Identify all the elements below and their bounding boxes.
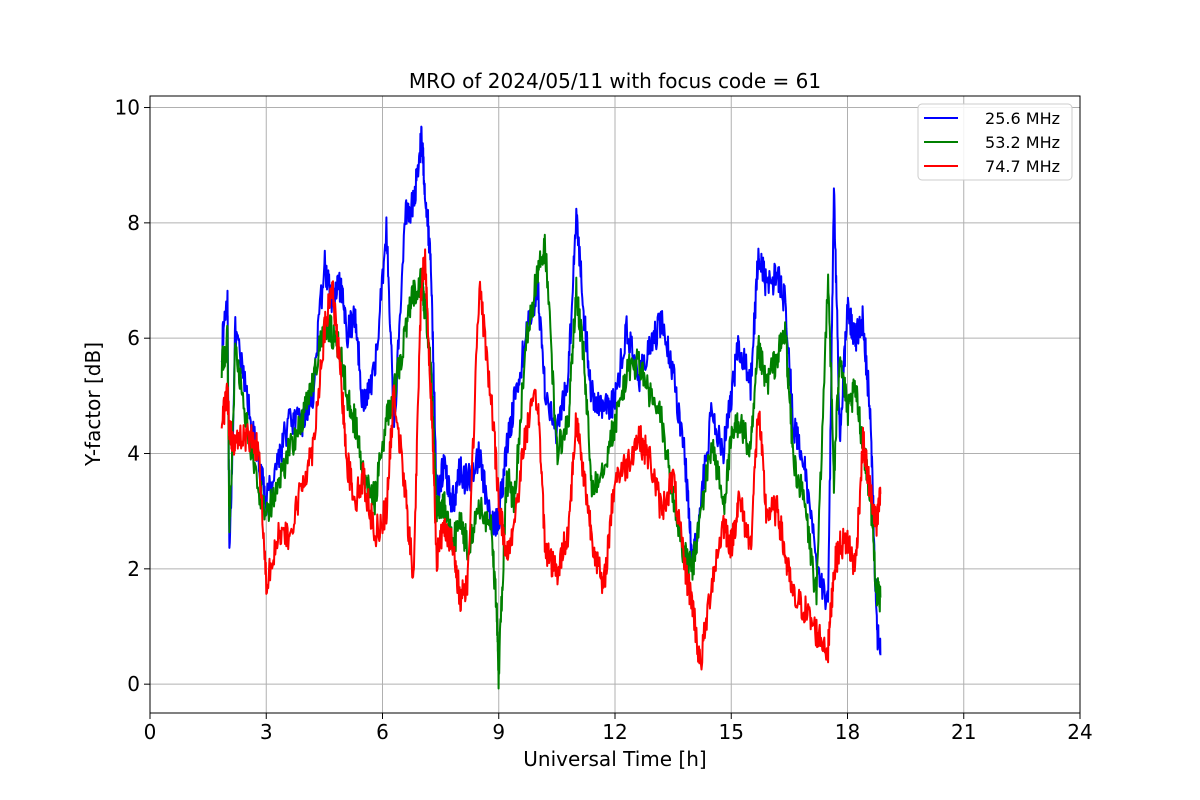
y-tick-label: 8 [127,211,140,235]
x-tick-label: 3 [260,720,273,744]
x-tick-label: 24 [1067,720,1092,744]
legend-label: 74.7 MHz [985,157,1060,176]
x-tick-label: 12 [602,720,627,744]
legend-items: 25.6 MHz 53.2 MHz 74.7 MHz [924,109,1060,176]
x-tick-label: 21 [951,720,976,744]
y-tick-label: 2 [127,557,140,581]
legend-label: 53.2 MHz [985,133,1060,152]
y-tick-label: 4 [127,442,140,466]
y-axis-label: Y-factor [dB] [81,342,105,467]
legend: 25.6 MHz 53.2 MHz 74.7 MHz [917,103,1073,181]
x-tick-label: 15 [719,720,744,744]
chart-title: MRO of 2024/05/11 with focus code = 61 [409,69,821,93]
y-tick-label: 10 [115,96,140,120]
series-line-2 [220,233,882,690]
series-line-3 [220,248,882,671]
x-tick-label: 18 [835,720,860,744]
series-group [220,125,882,690]
x-tick-label: 0 [144,720,157,744]
y-tick-label: 6 [127,326,140,350]
x-tick-label: 6 [376,720,389,744]
x-axis-label: Universal Time [h] [523,747,706,771]
y-tick-label: 0 [127,672,140,696]
legend-label: 25.6 MHz [985,109,1060,128]
legend-box [917,103,1073,181]
x-tick-label: 9 [492,720,505,744]
